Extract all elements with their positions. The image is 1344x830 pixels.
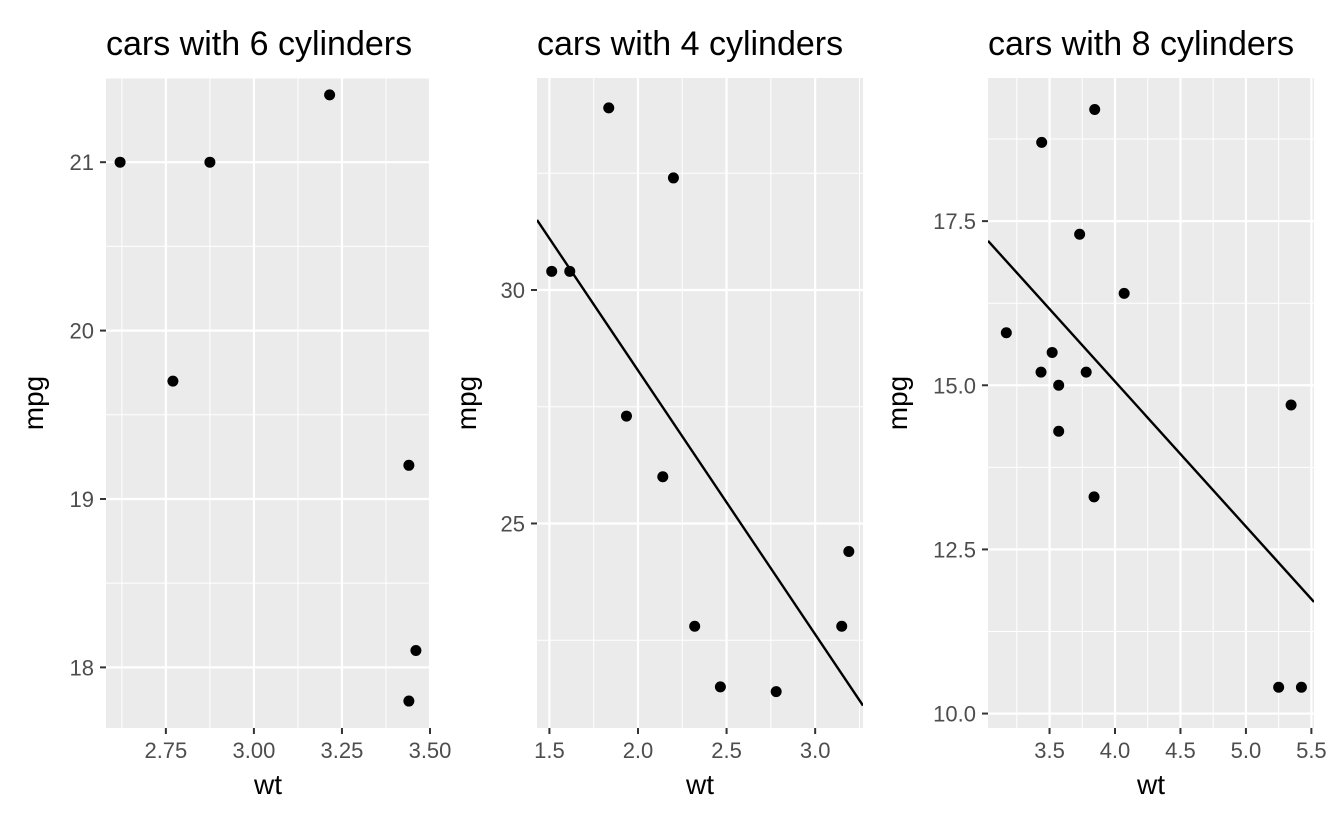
y-axis-label: mpg: [451, 376, 482, 430]
data-point: [1285, 399, 1297, 411]
x-axis-label: wt: [253, 769, 282, 800]
panel-2: 25 30 1.5 2.0 2.5 3.0 cars with 4 cylinders wt m…: [451, 25, 863, 800]
x-tick-label: 5.0: [1231, 738, 1262, 763]
data-point: [714, 681, 726, 693]
x-axis-label: wt: [685, 769, 714, 800]
data-point: [167, 375, 179, 387]
y-tick-label: 12.5: [933, 537, 976, 562]
x-tick-label: 2.5: [711, 738, 742, 763]
data-point: [836, 620, 848, 632]
y-tick-label: 19: [70, 487, 94, 512]
y-axis-label: mpg: [882, 376, 913, 430]
data-point: [1000, 327, 1012, 339]
panel-title: cars with 6 cylinders: [106, 25, 412, 63]
panel-background: [106, 78, 430, 728]
x-tick-label: 4.0: [1100, 738, 1131, 763]
y-tick-label: 30: [501, 278, 525, 303]
x-tick-label: 2.0: [623, 738, 654, 763]
x-tick-label: 3.00: [232, 738, 275, 763]
y-tick-label: 18: [70, 655, 94, 680]
data-point: [1046, 346, 1058, 358]
data-point: [1088, 491, 1100, 503]
data-point: [1273, 681, 1285, 693]
x-axis-label: wt: [1136, 769, 1165, 800]
data-point: [603, 102, 615, 114]
y-tick-label: 17.5: [933, 209, 976, 234]
y-tick-label: 25: [501, 511, 525, 536]
data-point: [620, 410, 632, 422]
panel-title: cars with 8 cylinders: [988, 25, 1294, 63]
data-point: [204, 156, 216, 168]
x-tick-label: 3.0: [800, 738, 831, 763]
x-tick-label: 3.5: [1034, 738, 1065, 763]
data-point: [1118, 287, 1130, 299]
data-point: [1053, 379, 1065, 391]
x-tick-label: 3.25: [321, 738, 364, 763]
trend-line: [988, 240, 1314, 603]
data-point: [1089, 104, 1101, 116]
panel-3: 10.0 12.5 15.0 17.5 3.5 4.0 4.5 5.0 5.5 cars with…: [882, 25, 1327, 800]
x-tick-label: 3.50: [409, 738, 452, 763]
plot-area: [537, 78, 863, 728]
data-point: [564, 265, 576, 277]
data-point: [657, 471, 669, 483]
data-point: [843, 545, 855, 557]
panel-1: 18 19 20 21 2.75 3.00 3.25 3.50 cars with 6 cyli…: [18, 25, 451, 800]
data-point: [410, 645, 422, 657]
y-tick-label: 15.0: [933, 373, 976, 398]
plot-area: [106, 78, 430, 728]
data-point: [1295, 681, 1307, 693]
data-point: [667, 172, 679, 184]
data-point: [770, 686, 782, 698]
data-point: [689, 620, 701, 632]
x-tick-label: 2.75: [144, 738, 187, 763]
x-tick-label: 4.5: [1165, 738, 1196, 763]
y-axis-label: mpg: [18, 376, 49, 430]
y-tick-label: 21: [70, 150, 94, 175]
plot-area: [988, 78, 1314, 728]
data-point: [1080, 366, 1092, 378]
y-tick-label: 20: [70, 319, 94, 344]
x-tick-label: 5.5: [1296, 738, 1327, 763]
data-point: [114, 156, 126, 168]
panel-background: [988, 78, 1314, 728]
data-point: [1035, 366, 1047, 378]
data-point: [1074, 228, 1086, 240]
y-tick-label: 10.0: [933, 702, 976, 727]
data-point: [324, 89, 336, 101]
data-point: [1036, 136, 1048, 148]
x-tick-label: 1.5: [534, 738, 565, 763]
panel-title: cars with 4 cylinders: [537, 25, 843, 63]
panel-background: [537, 78, 863, 728]
data-point: [546, 265, 558, 277]
data-point: [1053, 425, 1065, 437]
data-point: [403, 459, 415, 471]
trend-line: [537, 219, 863, 707]
data-point: [403, 695, 415, 707]
